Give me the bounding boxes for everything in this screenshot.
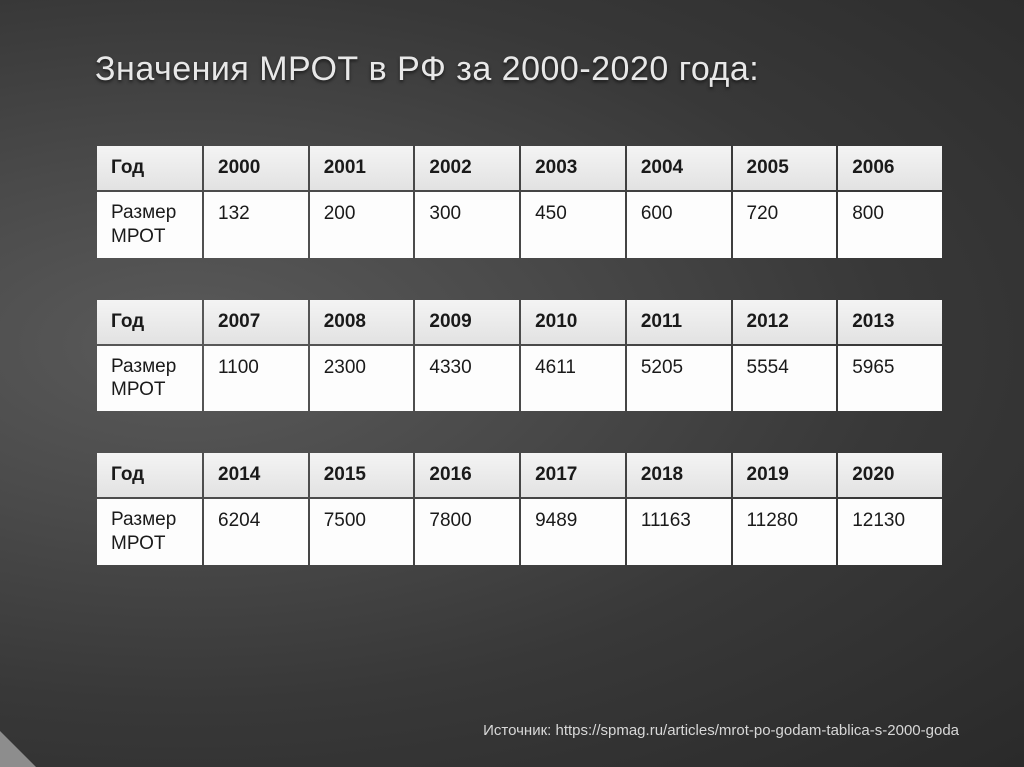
source-citation: Источник: https://spmag.ru/articles/mrot… xyxy=(483,722,959,739)
row-header-value: Размер МРОТ xyxy=(97,346,202,412)
value-cell: 9489 xyxy=(521,499,625,565)
year-cell: 2011 xyxy=(627,300,731,344)
page-title: Значения МРОТ в РФ за 2000-2020 года: xyxy=(95,50,944,89)
mrot-table-1: Год 2000 2001 2002 2003 2004 2005 2006 Р… xyxy=(95,144,944,260)
value-cell: 4330 xyxy=(415,346,519,412)
year-cell: 2002 xyxy=(415,146,519,190)
value-cell: 12130 xyxy=(838,499,942,565)
mrot-table-3: Год 2014 2015 2016 2017 2018 2019 2020 Р… xyxy=(95,451,944,567)
value-cell: 5205 xyxy=(627,346,731,412)
row-header-value: Размер МРОТ xyxy=(97,192,202,258)
value-cell: 4611 xyxy=(521,346,625,412)
year-cell: 2014 xyxy=(204,453,308,497)
year-cell: 2010 xyxy=(521,300,625,344)
year-cell: 2019 xyxy=(733,453,837,497)
mrot-table-2: Год 2007 2008 2009 2010 2011 2012 2013 Р… xyxy=(95,298,944,414)
value-cell: 720 xyxy=(733,192,837,258)
value-cell: 132 xyxy=(204,192,308,258)
year-cell: 2020 xyxy=(838,453,942,497)
value-cell: 1100 xyxy=(204,346,308,412)
year-cell: 2016 xyxy=(415,453,519,497)
year-cell: 2018 xyxy=(627,453,731,497)
year-cell: 2017 xyxy=(521,453,625,497)
value-cell: 800 xyxy=(838,192,942,258)
value-cell: 7800 xyxy=(415,499,519,565)
value-cell: 6204 xyxy=(204,499,308,565)
row-header-value: Размер МРОТ xyxy=(97,499,202,565)
page-corner-fold-icon xyxy=(0,731,36,767)
value-cell: 600 xyxy=(627,192,731,258)
year-cell: 2005 xyxy=(733,146,837,190)
year-cell: 2008 xyxy=(310,300,414,344)
year-cell: 2001 xyxy=(310,146,414,190)
year-cell: 2000 xyxy=(204,146,308,190)
year-cell: 2012 xyxy=(733,300,837,344)
year-cell: 2003 xyxy=(521,146,625,190)
source-prefix: Источник: xyxy=(483,722,555,739)
row-header-year: Год xyxy=(97,146,202,190)
year-cell: 2015 xyxy=(310,453,414,497)
source-url: https://spmag.ru/articles/mrot-po-godam-… xyxy=(555,722,959,739)
row-header-year: Год xyxy=(97,453,202,497)
year-cell: 2009 xyxy=(415,300,519,344)
year-cell: 2013 xyxy=(838,300,942,344)
value-cell: 200 xyxy=(310,192,414,258)
value-cell: 2300 xyxy=(310,346,414,412)
year-cell: 2007 xyxy=(204,300,308,344)
value-cell: 5965 xyxy=(838,346,942,412)
row-header-year: Год xyxy=(97,300,202,344)
value-cell: 7500 xyxy=(310,499,414,565)
value-cell: 450 xyxy=(521,192,625,258)
value-cell: 11280 xyxy=(733,499,837,565)
value-cell: 11163 xyxy=(627,499,731,565)
year-cell: 2004 xyxy=(627,146,731,190)
year-cell: 2006 xyxy=(838,146,942,190)
value-cell: 300 xyxy=(415,192,519,258)
value-cell: 5554 xyxy=(733,346,837,412)
